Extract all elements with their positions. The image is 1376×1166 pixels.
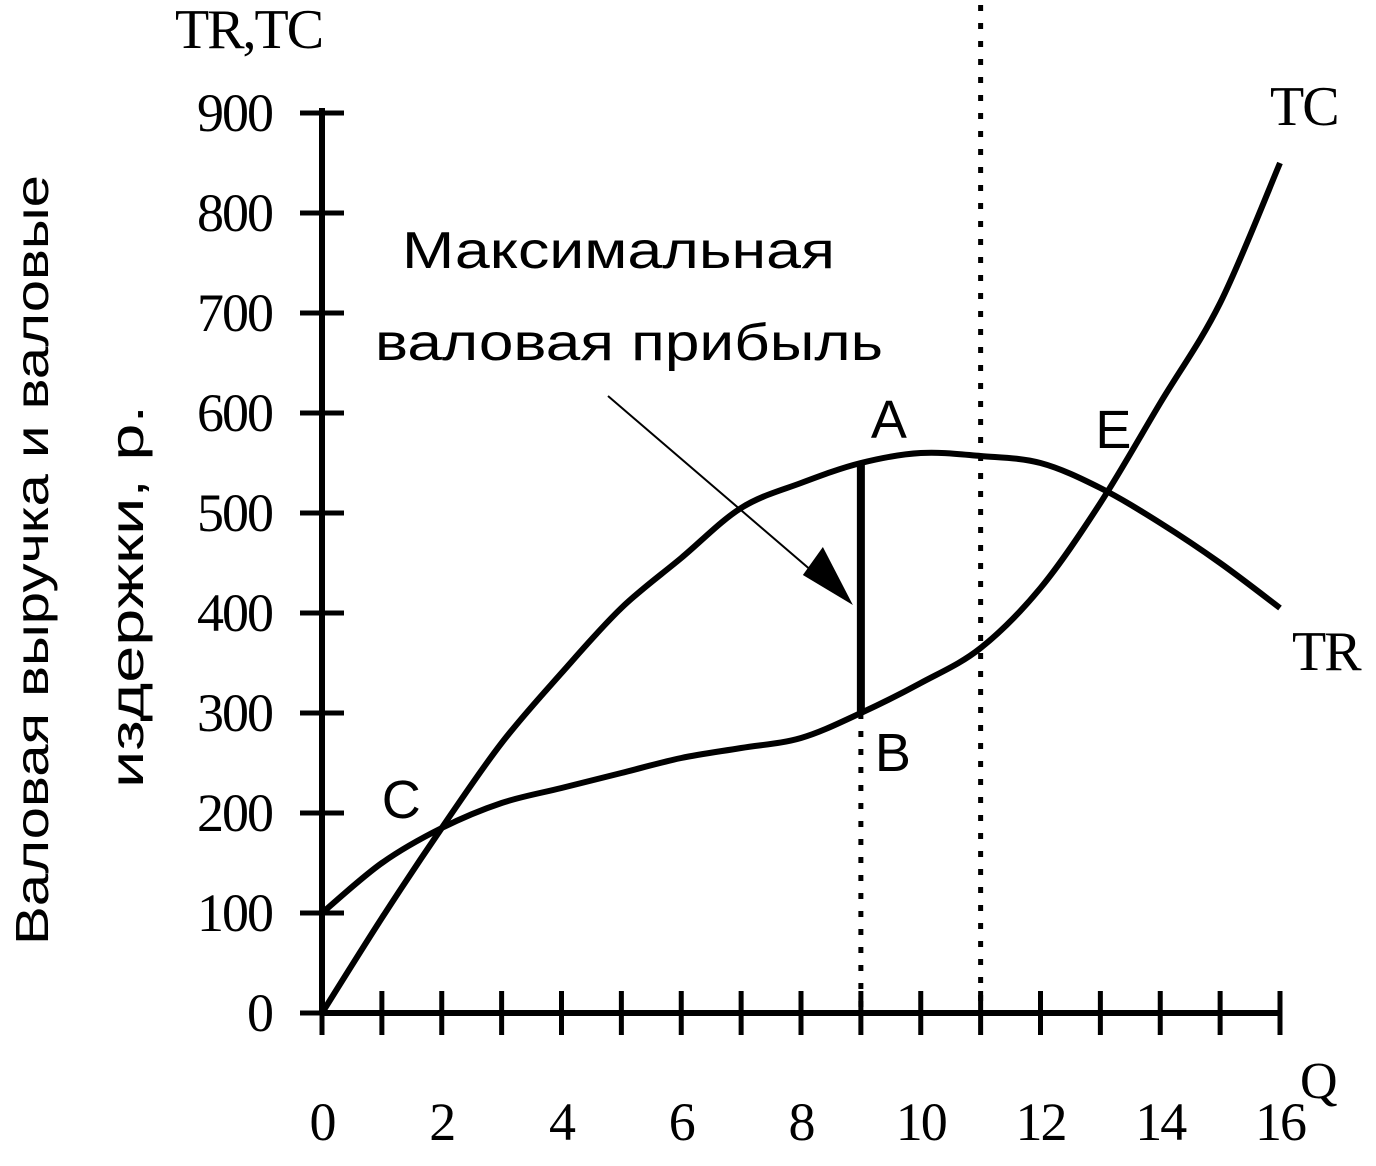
series-tr-curve bbox=[319, 449, 1282, 1015]
annotation-line2: валовая прибыль bbox=[375, 314, 883, 372]
labels: 0 100 200 300 400 500 600 700 800 900 0 2 4 6 8 10 12 14 1… bbox=[197, 76, 1364, 1152]
x-tick-label-6: 6 bbox=[669, 1092, 695, 1152]
annotation-line1: Максимальная bbox=[402, 222, 835, 280]
x-tick-label-4: 4 bbox=[549, 1092, 576, 1152]
point-label-e: E bbox=[1095, 400, 1131, 460]
y-tick-label-500: 500 bbox=[197, 483, 272, 543]
y-tick-label-900: 900 bbox=[197, 83, 272, 143]
y-tick-label-200: 200 bbox=[197, 783, 272, 843]
point-label-a: A bbox=[871, 390, 907, 450]
y-tick-label-800: 800 bbox=[197, 183, 272, 243]
series-label-tr: TR bbox=[1292, 621, 1362, 683]
annotation-arrow-head bbox=[802, 547, 853, 605]
point-label-b: B bbox=[875, 723, 911, 783]
x-tick-label-16: 16 bbox=[1255, 1092, 1306, 1152]
y-tick-label-700: 700 bbox=[197, 283, 272, 343]
y-axis-label: Валовая выручка и валовые bbox=[6, 175, 58, 945]
y-tick-label-0: 0 bbox=[247, 983, 272, 1043]
y-axis-label-line1: Валовая выручка и валовые bbox=[6, 175, 58, 945]
y-axis-title: TR,TC bbox=[175, 0, 322, 61]
y-axis-label-2: издержки, р. bbox=[101, 405, 153, 788]
x-axis-title: Q bbox=[1300, 1053, 1338, 1110]
dotted-reference-lines bbox=[858, 5, 984, 1013]
axes bbox=[300, 108, 1283, 1035]
point-label-c: C bbox=[382, 770, 421, 830]
x-tick-label-10: 10 bbox=[896, 1092, 946, 1152]
y-axis-label-line2: издержки, р. bbox=[101, 405, 153, 788]
y-tick-label-600: 600 bbox=[197, 383, 272, 443]
y-tick-label-100: 100 bbox=[197, 883, 272, 943]
x-tick-label-2: 2 bbox=[429, 1092, 454, 1152]
y-tick-label-400: 400 bbox=[197, 583, 272, 643]
x-tick-label-8: 8 bbox=[789, 1092, 814, 1152]
annotation-arrow-line bbox=[607, 395, 834, 590]
x-tick-label-14: 14 bbox=[1135, 1092, 1187, 1152]
curves bbox=[319, 161, 1283, 1015]
x-tick-label-0: 0 bbox=[310, 1092, 335, 1152]
y-tick-label-300: 300 bbox=[197, 683, 272, 743]
x-tick-label-12: 12 bbox=[1016, 1092, 1066, 1152]
series-tc-curve bbox=[320, 161, 1283, 916]
series-label-tc: TC bbox=[1270, 76, 1338, 138]
